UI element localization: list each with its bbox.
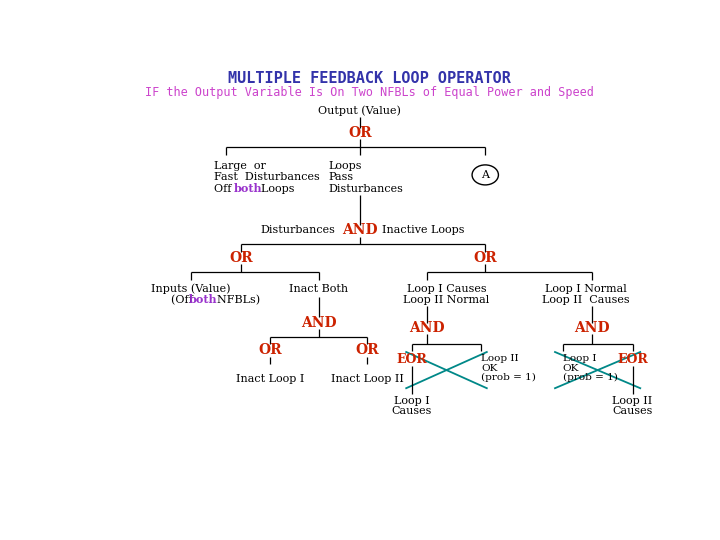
Text: both: both xyxy=(233,183,262,194)
Text: Loop I: Loop I xyxy=(394,396,430,406)
Text: Output (Value): Output (Value) xyxy=(318,106,401,116)
Text: Loops: Loops xyxy=(329,161,362,171)
Text: (prob = 1): (prob = 1) xyxy=(482,373,536,382)
Text: AND: AND xyxy=(301,316,336,330)
Text: Large  or: Large or xyxy=(214,161,266,171)
Text: Loop I Normal: Loop I Normal xyxy=(545,284,627,294)
Text: Inputs (Value): Inputs (Value) xyxy=(151,284,230,294)
Text: Inact Both: Inact Both xyxy=(289,284,348,294)
Text: Fast  Disturbances: Fast Disturbances xyxy=(214,172,320,182)
Text: AND: AND xyxy=(575,321,610,335)
Text: OR: OR xyxy=(474,251,497,265)
Text: both: both xyxy=(189,294,218,305)
Text: Causes: Causes xyxy=(612,406,653,416)
Text: Inactive Loops: Inactive Loops xyxy=(382,225,464,235)
Text: OR: OR xyxy=(348,126,372,140)
Text: AND: AND xyxy=(409,321,445,335)
Text: (prob = 1): (prob = 1) xyxy=(563,373,618,382)
Text: Off: Off xyxy=(214,184,238,194)
Text: Loop II  Causes: Loop II Causes xyxy=(542,295,630,305)
Text: (Off: (Off xyxy=(171,294,199,305)
Text: Disturbances: Disturbances xyxy=(260,225,335,235)
Text: OK: OK xyxy=(482,363,498,373)
Text: Loop II: Loop II xyxy=(613,396,652,406)
Text: Pass: Pass xyxy=(329,172,354,182)
Text: MULTIPLE FEEDBACK LOOP OPERATOR: MULTIPLE FEEDBACK LOOP OPERATOR xyxy=(228,71,510,86)
Text: Causes: Causes xyxy=(392,406,432,416)
Text: Loop I Causes: Loop I Causes xyxy=(407,284,486,294)
Text: IF the Output Variable Is On Two NFBLs of Equal Power and Speed: IF the Output Variable Is On Two NFBLs o… xyxy=(145,86,593,99)
Text: NFBLs): NFBLs) xyxy=(210,294,260,305)
Text: OR: OR xyxy=(258,343,282,357)
Text: Disturbances: Disturbances xyxy=(329,184,404,194)
Text: A: A xyxy=(481,170,490,180)
Text: Inact Loop I: Inact Loop I xyxy=(235,374,304,384)
Text: Loop II Normal: Loop II Normal xyxy=(403,295,490,305)
Text: Inact Loop II: Inact Loop II xyxy=(331,374,404,384)
Text: AND: AND xyxy=(342,224,377,238)
Text: Loop II: Loop II xyxy=(482,354,519,363)
Text: EOR: EOR xyxy=(396,353,427,366)
Text: OR: OR xyxy=(356,343,379,357)
Text: EOR: EOR xyxy=(617,353,648,366)
Text: OR: OR xyxy=(229,251,253,265)
Text: OK: OK xyxy=(563,363,579,373)
Text: Loops: Loops xyxy=(254,184,294,194)
Text: Loop I: Loop I xyxy=(563,354,596,363)
